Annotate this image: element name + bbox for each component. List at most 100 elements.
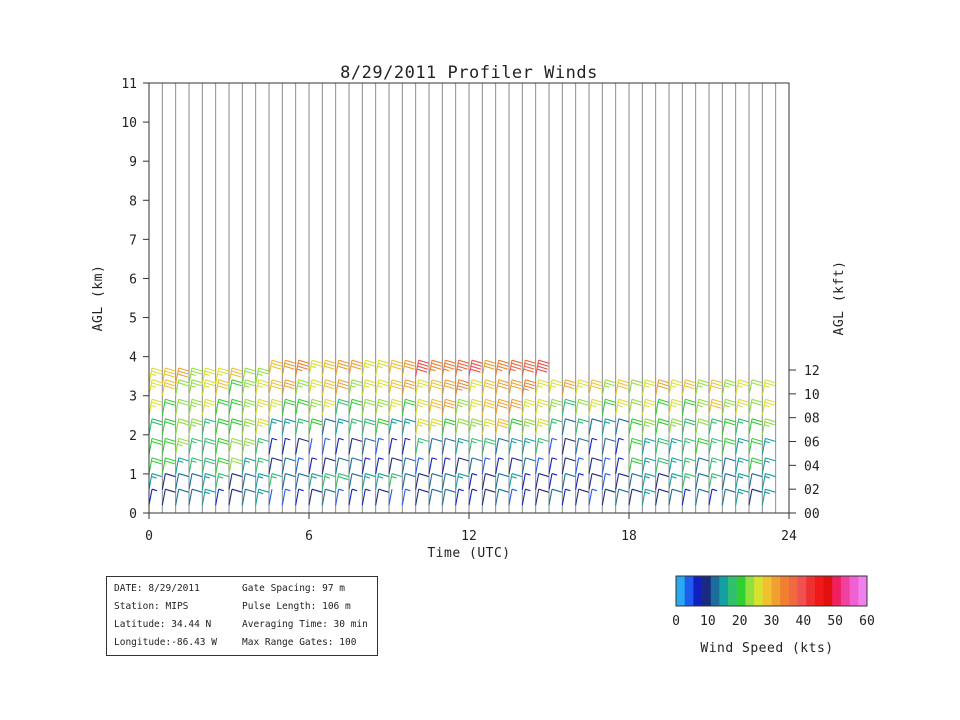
barb-shaft (428, 399, 433, 416)
wind-barb (521, 398, 536, 416)
barb-feather (658, 382, 669, 387)
barb-shaft (388, 457, 393, 475)
barb-feather (245, 398, 256, 403)
barb-feather (325, 488, 336, 493)
barb-feather (631, 488, 643, 493)
barb-feather (404, 385, 415, 390)
barb-shaft (375, 489, 380, 506)
barb-shaft (508, 360, 513, 377)
chart-title: 8/29/2011 Profiler Winds (340, 63, 598, 83)
barb-feather (698, 457, 709, 462)
barb-feather (204, 370, 215, 375)
barb-feather (684, 385, 695, 390)
wind-barb (441, 457, 451, 475)
latitude-label: Latitude: (114, 619, 166, 630)
colorbar-tick-label: 20 (732, 614, 748, 629)
max-range-gates-value: 100 (339, 637, 357, 648)
barb-feather (498, 418, 509, 423)
barb-feather (311, 418, 323, 423)
barb-feather (217, 385, 228, 390)
barb-feather (671, 488, 683, 493)
barb-feather (311, 488, 323, 493)
barb-shaft (401, 379, 406, 396)
barb-feather (644, 421, 655, 426)
barb-shaft (641, 379, 646, 396)
barb-feather (511, 418, 523, 423)
barb-feather (605, 437, 616, 442)
barb-shaft (708, 418, 713, 435)
barb-shaft (495, 360, 500, 377)
barb-feather (510, 404, 522, 409)
wind-barb (588, 379, 603, 396)
barb-feather (284, 401, 295, 406)
colorbar-swatch (745, 576, 755, 606)
barb-half-feather (285, 488, 291, 492)
barb-feather (391, 473, 403, 478)
barb-feather (165, 398, 176, 403)
wind-barb (201, 488, 216, 506)
barb-shaft (175, 379, 180, 396)
wind-barb (295, 473, 309, 490)
barb-shaft (481, 360, 486, 377)
barb-feather (218, 382, 229, 387)
barb-shaft (321, 360, 326, 377)
barb-shaft (681, 457, 686, 475)
barb-feather (431, 379, 443, 384)
wind-barb (401, 398, 416, 416)
barb-feather (431, 362, 442, 367)
barb-shaft (255, 457, 260, 475)
wind-barb (468, 488, 478, 506)
wind-barb (735, 488, 749, 506)
barb-half-feather (591, 437, 598, 441)
wind-barb (468, 359, 483, 377)
wind-barb (348, 398, 363, 416)
barb-feather (604, 382, 615, 387)
barb-feather (258, 401, 269, 406)
wind-barb (655, 379, 669, 396)
barb-shaft (441, 438, 446, 455)
barb-shaft (215, 367, 220, 385)
barb-shaft (161, 418, 166, 435)
barb-half-feather (618, 437, 624, 441)
barb-feather (178, 398, 189, 403)
wind-barb (468, 457, 483, 475)
barb-shaft (521, 379, 526, 396)
x-tick-label: 0 (145, 529, 153, 544)
barb-half-feather (498, 457, 504, 460)
barb-shaft (295, 418, 300, 435)
barb-feather (604, 401, 615, 406)
barb-feather (578, 401, 589, 406)
barb-feather (765, 379, 776, 384)
barb-shaft (401, 489, 406, 506)
barb-shaft (335, 360, 340, 377)
barb-half-feather (151, 476, 157, 479)
wind-barb (428, 418, 443, 435)
barb-half-feather (364, 385, 370, 388)
x-axis-label: Time (UTC) (427, 546, 510, 561)
barb-shaft (388, 489, 393, 506)
wind-barb (668, 418, 683, 435)
barb-shaft (175, 473, 180, 490)
barb-shaft (455, 489, 460, 506)
barb-shaft (321, 418, 326, 435)
barb-shaft (601, 473, 606, 490)
barb-shaft (575, 489, 580, 506)
barb-feather (484, 385, 495, 390)
date-row: DATE: 8/29/2011 (114, 583, 200, 594)
wind-barb (295, 379, 309, 396)
barb-shaft (188, 438, 193, 455)
wind-barb (615, 437, 624, 455)
barb-half-feather (484, 424, 490, 427)
colorbar-swatch (823, 576, 833, 606)
barb-half-feather (764, 424, 770, 427)
wind-barb (148, 437, 163, 455)
barb-half-feather (511, 440, 517, 444)
barb-feather (725, 437, 736, 442)
barb-feather (324, 385, 335, 390)
barb-feather (458, 421, 469, 426)
barb-shaft (201, 473, 206, 490)
barb-feather (497, 404, 508, 409)
barb-half-feather (405, 437, 411, 441)
barb-shaft (655, 379, 660, 396)
